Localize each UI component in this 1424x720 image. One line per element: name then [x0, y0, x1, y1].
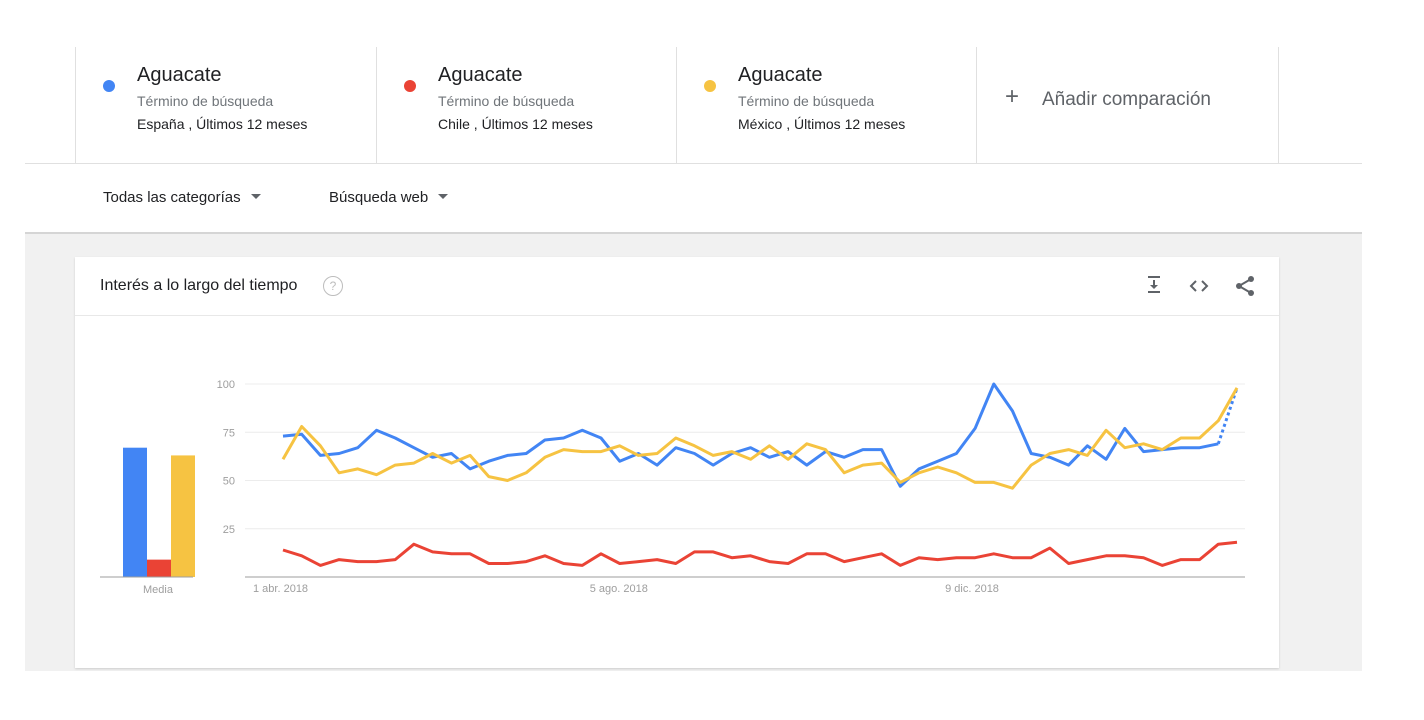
- term-geo[interactable]: México , Últimos 12 meses: [738, 116, 905, 132]
- add-comparison-button[interactable]: + Añadir comparación: [976, 47, 1279, 163]
- average-bar-3: [171, 455, 195, 577]
- term-name: Aguacate: [438, 64, 523, 87]
- add-comparison-label: Añadir comparación: [1042, 89, 1211, 111]
- term-geo[interactable]: España , Últimos 12 meses: [137, 116, 307, 132]
- comparison-bar: Aguacate Término de búsqueda España , Úl…: [25, 47, 1362, 164]
- series-color-dot: [704, 80, 716, 92]
- term-kind: Término de búsqueda: [438, 93, 574, 109]
- x-tick-label: 1 abr. 2018: [253, 583, 308, 595]
- average-bar-1: [123, 448, 147, 577]
- category-label: Todas las categorías: [103, 189, 241, 206]
- term-card-3[interactable]: Aguacate Término de búsqueda México , Úl…: [676, 47, 977, 163]
- x-axis-labels: 1 abr. 2018 5 ago. 2018 9 dic. 2018: [253, 583, 999, 595]
- series-line-1: [283, 384, 1218, 486]
- y-tick-label: 50: [223, 476, 235, 488]
- chart-grid: 25 50 75 100: [217, 379, 1245, 577]
- caret-down-icon: [438, 194, 448, 199]
- filters-bar: Todas las categorías Búsqueda web: [25, 164, 1362, 234]
- plus-icon: +: [1005, 85, 1019, 109]
- series-line-2: [283, 542, 1237, 565]
- y-tick-label: 25: [223, 524, 235, 536]
- category-dropdown[interactable]: Todas las categorías: [103, 189, 261, 206]
- term-kind: Término de búsqueda: [137, 93, 273, 109]
- interest-over-time-card: Interés a lo largo del tiempo ? Media 25…: [75, 257, 1279, 668]
- series-line-3: [283, 388, 1237, 488]
- average-bar-2: [147, 560, 171, 577]
- caret-down-icon: [251, 194, 261, 199]
- x-tick-label: 5 ago. 2018: [590, 583, 648, 595]
- term-kind: Término de búsqueda: [738, 93, 874, 109]
- series-color-dot: [404, 80, 416, 92]
- search-type-label: Búsqueda web: [329, 189, 428, 206]
- y-tick-label: 75: [223, 427, 235, 439]
- term-card-2[interactable]: Aguacate Término de búsqueda Chile , Últ…: [376, 47, 677, 163]
- average-bars: [123, 448, 195, 577]
- average-label: Media: [143, 584, 174, 596]
- term-name: Aguacate: [137, 64, 222, 87]
- term-name: Aguacate: [738, 64, 823, 87]
- x-tick-label: 9 dic. 2018: [945, 583, 999, 595]
- search-type-dropdown[interactable]: Búsqueda web: [329, 189, 448, 206]
- interest-chart: Media 25 50 75 100 1 abr. 2018 5 ago. 2018 9 …: [75, 257, 1279, 668]
- chart-lines: [283, 384, 1237, 565]
- series-color-dot: [103, 80, 115, 92]
- term-geo[interactable]: Chile , Últimos 12 meses: [438, 116, 593, 132]
- term-card-1[interactable]: Aguacate Término de búsqueda España , Úl…: [75, 47, 377, 163]
- y-tick-label: 100: [217, 379, 235, 391]
